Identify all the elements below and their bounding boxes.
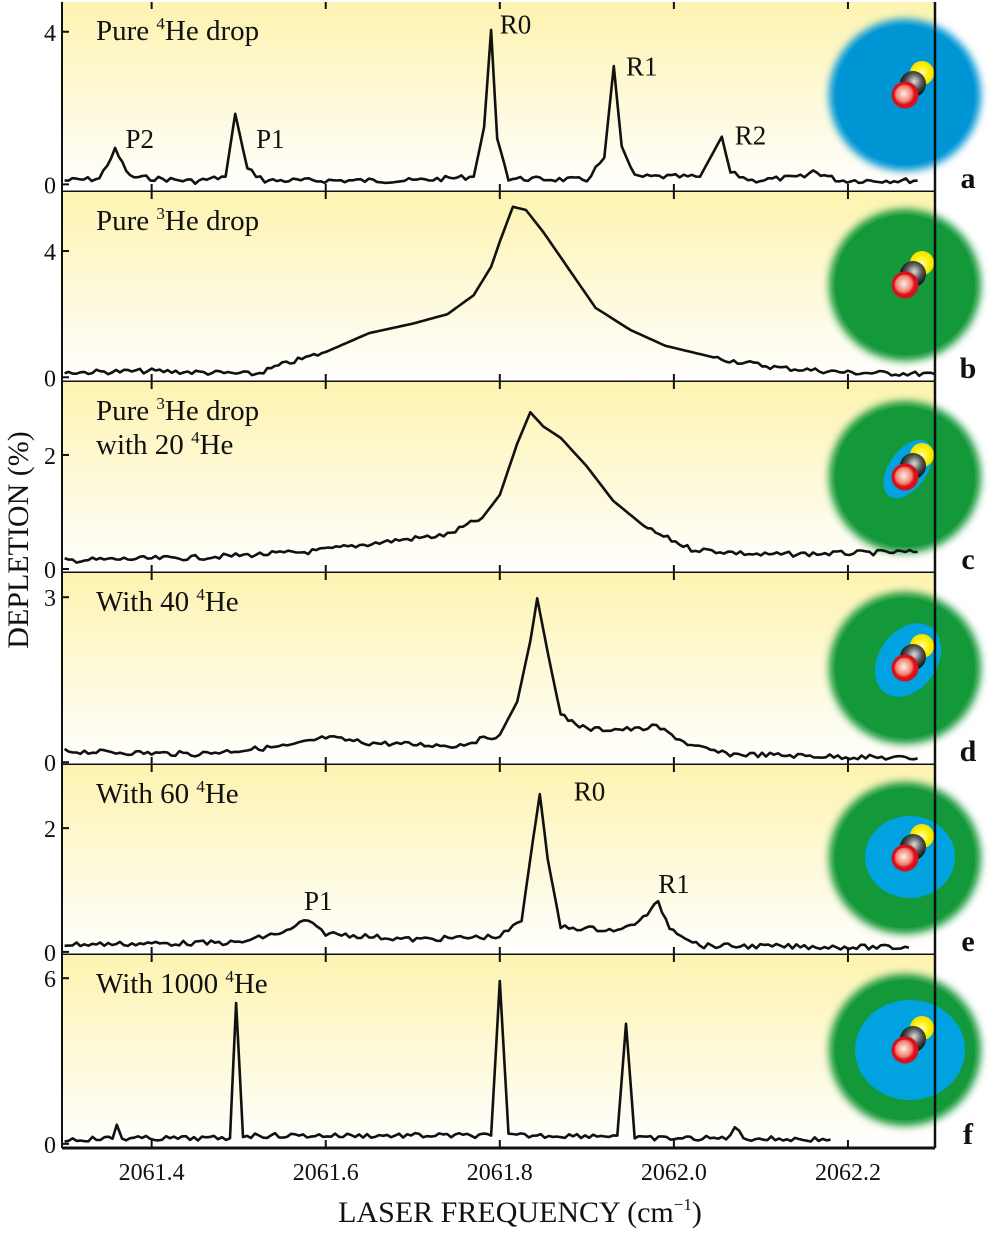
title-text: With 1000 xyxy=(96,968,225,1000)
x-tick-label: 2061.8 xyxy=(467,1160,533,1186)
title-text: Pure xyxy=(96,395,156,427)
y-tick-label: 2 xyxy=(44,444,56,470)
red-atom-icon xyxy=(891,844,919,872)
x-tick-label: 2062.0 xyxy=(641,1160,707,1186)
panel-letter: d xyxy=(960,735,977,768)
plot-background xyxy=(62,192,935,382)
panel-b: 0 4 Pure 3He drop b xyxy=(44,192,981,392)
panel-letter: b xyxy=(960,352,977,385)
y-tick-label: 4 xyxy=(44,21,56,47)
y-tick-label: 3 xyxy=(44,586,56,612)
panel-subtitle: with 20 4He xyxy=(96,428,233,461)
title-text: With 40 xyxy=(96,586,196,618)
x-axis-title-text: LASER FREQUENCY (cm xyxy=(338,1196,674,1229)
spectrum-line-d xyxy=(63,596,918,761)
title-superscript: 3 xyxy=(156,394,165,413)
panel-letter: a xyxy=(961,162,976,195)
helium-drop-illustration xyxy=(829,209,981,361)
spectrum-line-f xyxy=(64,979,831,1143)
y-tick-label: 0 xyxy=(44,558,56,584)
panel-title: With 60 4He xyxy=(96,777,239,810)
plot-background xyxy=(62,382,935,573)
red-atom-icon xyxy=(891,271,919,299)
peak-label: P1 xyxy=(256,124,285,154)
y-tick-label: 0 xyxy=(44,1133,56,1159)
peak-label: R1 xyxy=(626,52,658,82)
helium-drop-illustration xyxy=(829,592,981,744)
x-axis-title-end: ) xyxy=(692,1196,702,1229)
title-superscript: 4 xyxy=(191,428,200,447)
y-tick-label: 0 xyxy=(44,751,56,777)
title-text: He xyxy=(200,429,234,461)
panel-f: 0 6 With 1000 4He f xyxy=(44,955,981,1159)
plot-background xyxy=(62,573,935,765)
title-superscript: 4 xyxy=(156,14,165,33)
panel-letter: e xyxy=(961,925,974,958)
title-text: He xyxy=(205,778,239,810)
title-text: He drop xyxy=(165,205,259,237)
title-superscript: 4 xyxy=(196,777,205,796)
y-tick-label: 4 xyxy=(44,240,56,266)
x-tick-label: 2061.6 xyxy=(293,1160,359,1186)
y-axis-title: DEPLETION (%) xyxy=(2,431,35,648)
title-superscript: 4 xyxy=(196,585,205,604)
helium-drop-illustration xyxy=(829,19,981,171)
panel-letter: f xyxy=(963,1118,974,1151)
x-axis-title-superscript: −1 xyxy=(674,1195,692,1214)
spectrum-line-e xyxy=(64,792,910,951)
panel-letter: c xyxy=(961,543,974,576)
plot-background xyxy=(62,765,935,955)
red-atom-icon xyxy=(891,1036,919,1064)
helium-drop-illustration xyxy=(829,782,981,934)
title-text: with 20 xyxy=(96,429,191,461)
title-text: He drop xyxy=(165,15,259,47)
panel-title: Pure 3He drop xyxy=(96,394,259,427)
peak-label: R0 xyxy=(574,776,606,806)
panel-e: 0 2 With 60 4He P1 R0 R1 e xyxy=(44,765,981,967)
red-atom-icon xyxy=(891,463,919,491)
title-text: He xyxy=(234,968,268,1000)
panel-title: Pure 3He drop xyxy=(96,204,259,237)
helium-drop-illustration xyxy=(829,401,981,553)
panel-d: 0 3 With 40 4He d xyxy=(44,573,981,777)
peak-label: R1 xyxy=(658,869,690,899)
title-superscript: 4 xyxy=(225,967,234,986)
red-atom-icon xyxy=(891,81,919,109)
peak-label: P1 xyxy=(304,886,333,916)
spectrum-line-c xyxy=(64,410,918,564)
plot-background xyxy=(62,2,935,192)
peak-label: P2 xyxy=(126,124,155,154)
red-atom-icon xyxy=(891,654,919,682)
spectrum-line-b xyxy=(64,205,936,378)
peak-label: R2 xyxy=(735,120,767,150)
title-text: Pure xyxy=(96,205,156,237)
spectrum-line-a xyxy=(64,28,918,185)
title-text: With 60 xyxy=(96,778,196,810)
y-tick-label: 6 xyxy=(44,967,56,993)
panel-title: Pure 4He drop xyxy=(96,14,259,47)
panel-title: With 1000 4He xyxy=(96,967,268,1000)
x-tick-label: 2062.2 xyxy=(815,1160,881,1186)
x-tick-label: 2061.4 xyxy=(119,1160,185,1186)
x-axis-title: LASER FREQUENCY (cm−1) xyxy=(338,1195,702,1229)
title-text: He drop xyxy=(165,395,259,427)
peak-label: R0 xyxy=(500,10,532,40)
helium-drop-illustration xyxy=(829,974,981,1126)
y-tick-label: 0 xyxy=(44,173,56,199)
title-text: Pure xyxy=(96,15,156,47)
x-axis: 2061.4 2061.6 2061.8 2062.0 2062.2 xyxy=(119,1160,881,1186)
y-tick-label: 0 xyxy=(44,366,56,392)
title-text: He xyxy=(205,586,239,618)
title-superscript: 3 xyxy=(156,204,165,223)
y-tick-label: 2 xyxy=(44,817,56,843)
y-tick-label: 0 xyxy=(44,941,56,967)
panel-title: With 40 4He xyxy=(96,585,239,618)
